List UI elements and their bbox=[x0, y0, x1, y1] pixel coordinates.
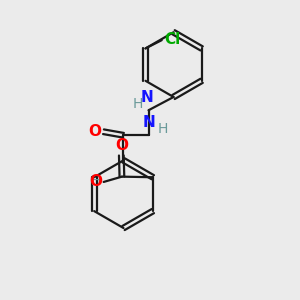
Text: O: O bbox=[115, 138, 128, 153]
Text: O: O bbox=[89, 174, 102, 189]
Text: H: H bbox=[158, 122, 168, 136]
Text: H: H bbox=[132, 97, 142, 111]
Text: H: H bbox=[90, 174, 100, 188]
Text: N: N bbox=[141, 90, 153, 105]
Text: Cl: Cl bbox=[165, 32, 181, 47]
Text: N: N bbox=[143, 115, 155, 130]
Text: O: O bbox=[88, 124, 101, 139]
